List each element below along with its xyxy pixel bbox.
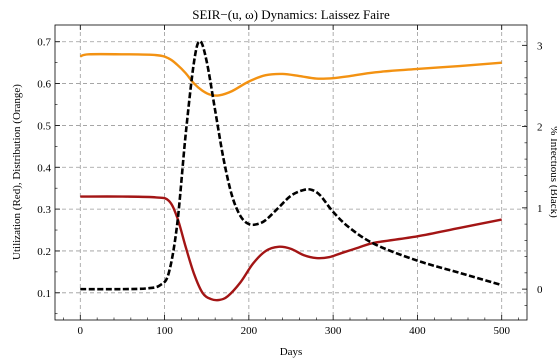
ticks bbox=[55, 25, 527, 320]
y-right-tick-label: 3 bbox=[537, 40, 543, 52]
y-right-tick-label: 1 bbox=[537, 203, 543, 215]
y-right-tick-label: 2 bbox=[537, 122, 543, 134]
grid bbox=[55, 25, 527, 320]
distribution-line bbox=[79, 52, 502, 97]
x-tick-label: 500 bbox=[493, 325, 510, 337]
y-left-tick-label: 0.1 bbox=[37, 288, 51, 300]
x-tick-label: 300 bbox=[325, 325, 342, 337]
y-left-tick-label: 0.4 bbox=[37, 162, 51, 174]
y-left-tick-label: 0.3 bbox=[37, 204, 51, 216]
utilization-line bbox=[80, 195, 502, 302]
y-left-tick-label: 0.2 bbox=[37, 246, 51, 258]
y-left-tick-label: 0.6 bbox=[37, 79, 51, 91]
y-left-tick-label: 0.5 bbox=[37, 120, 51, 132]
x-tick-label: 100 bbox=[156, 325, 173, 337]
x-axis-title: Days bbox=[280, 346, 303, 358]
x-tick-label: 200 bbox=[241, 325, 258, 337]
series bbox=[79, 39, 503, 302]
chart-title: SEIR−(u, ω) Dynamics: Laissez Faire bbox=[192, 7, 390, 22]
y-left-tick-label: 0.7 bbox=[37, 37, 51, 49]
y-right-tick-label: 0 bbox=[537, 284, 543, 296]
infectious-line bbox=[80, 39, 503, 291]
plot-frame bbox=[54, 24, 528, 321]
tick-labels: 0 100 200 300 400 500 0.1 0.2 0.3 0.4 0.5 0.6 0.7 0 1 2… bbox=[37, 37, 543, 337]
y-axis-title-left: Utilization (Red), Distribution (Orange) bbox=[11, 84, 23, 260]
x-tick-label: 0 bbox=[78, 325, 84, 337]
y-axis-title-right: % Infectious (Black) bbox=[548, 126, 557, 218]
x-tick-label: 400 bbox=[409, 325, 426, 337]
